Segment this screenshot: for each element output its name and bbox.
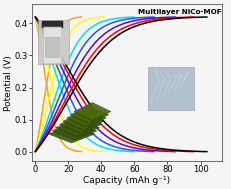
Text: Multilayer NiCo-MOF: Multilayer NiCo-MOF: [138, 9, 222, 15]
FancyBboxPatch shape: [38, 20, 69, 64]
Polygon shape: [63, 112, 104, 130]
Polygon shape: [59, 115, 102, 133]
Polygon shape: [52, 122, 97, 140]
Polygon shape: [74, 103, 111, 121]
Polygon shape: [56, 119, 99, 137]
Polygon shape: [67, 109, 106, 127]
FancyBboxPatch shape: [45, 37, 60, 58]
Y-axis label: Potential (V): Potential (V): [4, 55, 13, 111]
FancyBboxPatch shape: [42, 21, 63, 28]
FancyBboxPatch shape: [148, 67, 194, 110]
X-axis label: Capacity (mAh g⁻¹): Capacity (mAh g⁻¹): [83, 176, 170, 185]
Polygon shape: [70, 106, 109, 124]
Polygon shape: [49, 125, 95, 143]
FancyBboxPatch shape: [43, 27, 62, 64]
